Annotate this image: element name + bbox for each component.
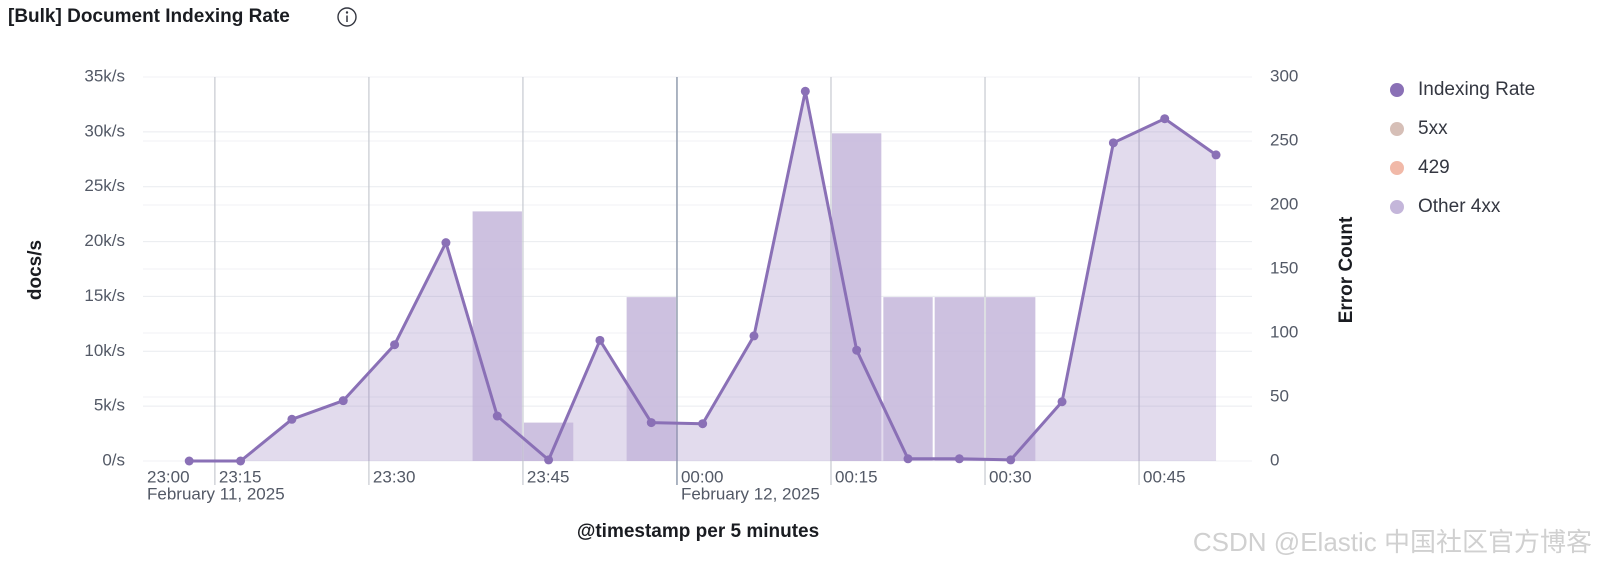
y-tick-label: 20k/s [84,231,125,250]
point [1160,114,1170,124]
point [441,238,451,248]
point [338,396,348,406]
watermark: CSDN @Elastic 中国社区官方博客 [1193,527,1592,557]
point [646,418,656,428]
legend-swatch [1390,200,1404,214]
x-tick-label: 23:00 [147,467,190,486]
point [852,345,862,355]
y-tick-label: 0/s [102,450,125,469]
area [189,91,1217,462]
point [595,335,605,345]
x-tick-label: 00:30 [989,467,1032,486]
bar [934,297,985,461]
point [390,340,400,350]
point [903,454,913,464]
x-tick-sublabel: February 11, 2025 [147,484,285,503]
info-icon[interactable] [337,7,357,27]
y2-axis-title: Error Count [1336,216,1357,323]
x-tick-sublabel: February 12, 2025 [681,484,820,503]
bar [472,211,522,461]
point [1108,138,1118,148]
x-tick-label: 23:30 [373,467,416,486]
point [954,454,964,464]
legend-label: 5xx [1418,118,1448,139]
chart-title: [Bulk] Document Indexing Rate [8,6,290,27]
point [1006,455,1016,465]
y2-tick-label: 0 [1270,450,1279,469]
x-axis-title: @timestamp per 5 minutes [577,521,819,542]
point [698,419,708,429]
point [800,86,810,96]
y-axis-title: docs/s [25,240,46,300]
legend-swatch [1390,161,1404,175]
point [544,455,554,465]
y2-tick-label: 300 [1270,66,1298,85]
bar [831,133,882,461]
bar [883,297,933,461]
x-tick-label: 23:45 [527,467,570,486]
legend-label: Other 4xx [1418,196,1501,217]
bar [626,297,676,461]
legend-swatch [1390,83,1404,97]
bar [523,422,574,461]
y2-tick-label: 150 [1270,258,1298,277]
x-tick-label: 00:00 [681,467,724,486]
legend-label: 429 [1418,157,1450,178]
y2-tick-label: 200 [1270,194,1298,213]
y2-tick-label: 50 [1270,386,1289,405]
point [749,331,759,341]
point [492,411,502,421]
y-tick-label: 30k/s [84,121,125,140]
y2-tick-label: 250 [1270,130,1298,149]
legend-swatch [1390,122,1404,136]
point [236,456,246,466]
x-tick-label: 00:15 [835,467,878,486]
x-tick-label: 23:15 [219,467,262,486]
bar [986,297,1036,461]
y-tick-label: 25k/s [84,176,125,195]
x-tick-label: 00:45 [1143,467,1186,486]
point [1211,150,1221,160]
point [184,456,194,466]
y-tick-label: 15k/s [84,286,125,305]
legend-label: Indexing Rate [1418,79,1535,100]
y-tick-label: 5k/s [94,396,125,415]
point [1057,397,1067,407]
y2-tick-label: 100 [1270,322,1298,341]
point [287,414,297,424]
y-tick-label: 35k/s [84,66,125,85]
y-tick-label: 10k/s [84,341,125,360]
